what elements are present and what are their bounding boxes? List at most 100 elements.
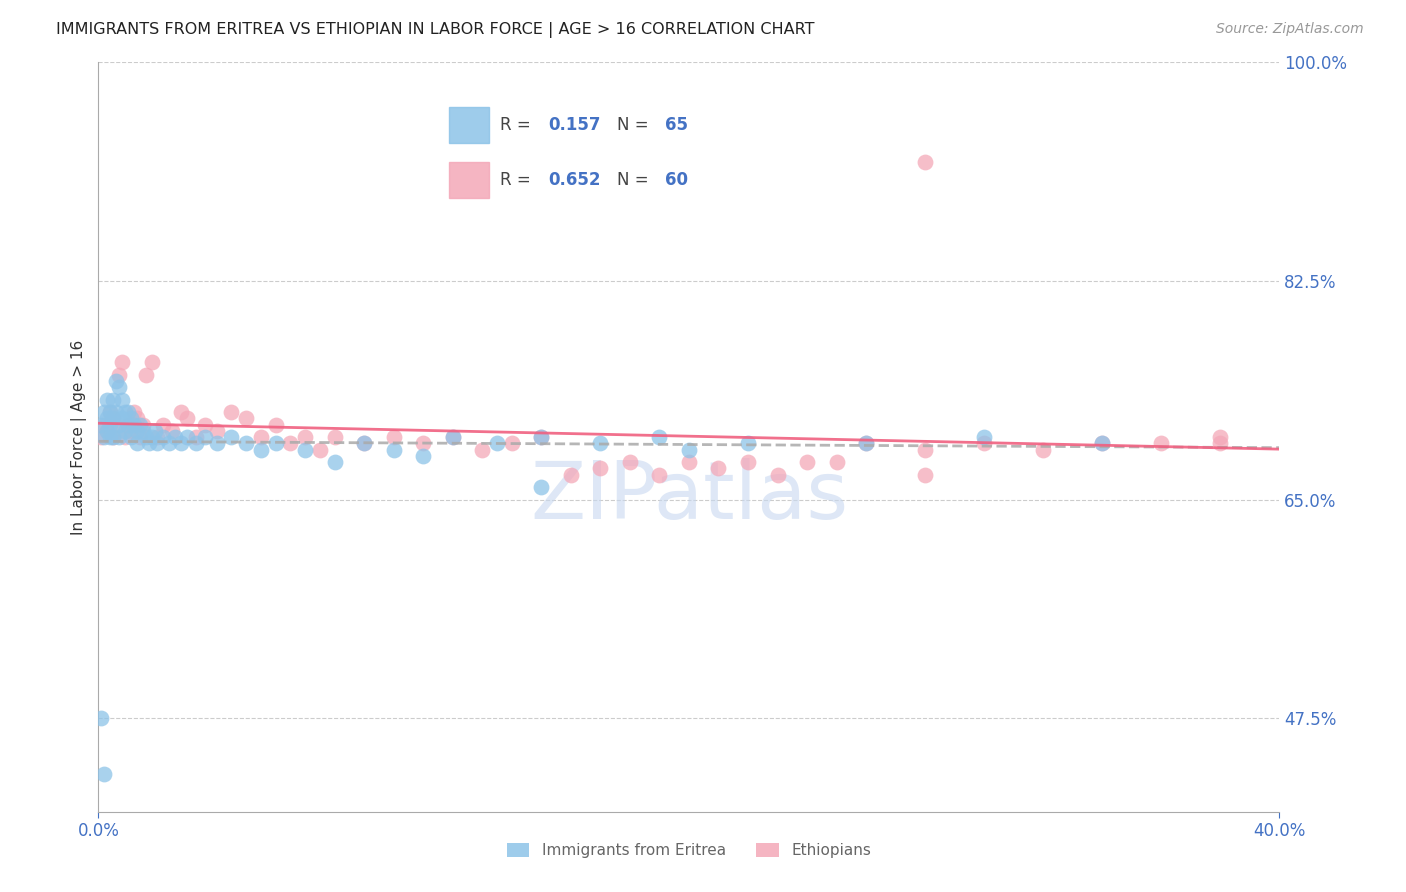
Point [114, 424, 136, 438]
Point [93, 767, 115, 781]
Point [1209, 436, 1232, 450]
Point [648, 467, 671, 482]
Point [108, 368, 131, 382]
Point [412, 449, 434, 463]
Point [117, 417, 139, 432]
Point [530, 430, 553, 444]
Legend: Immigrants from Eritrea, Ethiopians: Immigrants from Eritrea, Ethiopians [501, 837, 877, 864]
Point [170, 436, 193, 450]
Point [141, 355, 163, 369]
Point [441, 430, 464, 444]
Point [235, 411, 257, 425]
Point [122, 417, 145, 432]
Point [105, 374, 128, 388]
Point [152, 430, 174, 444]
Point [530, 430, 553, 444]
Point [1091, 436, 1114, 450]
Point [93, 405, 115, 419]
Point [353, 436, 375, 450]
Point [98, 405, 121, 419]
Point [117, 405, 139, 419]
Point [221, 430, 243, 444]
Point [125, 411, 148, 425]
Point [98, 430, 121, 444]
Point [96, 424, 118, 438]
Point [108, 430, 131, 444]
Point [382, 430, 405, 444]
Point [280, 436, 302, 450]
Point [146, 436, 169, 450]
Point [914, 467, 936, 482]
Y-axis label: In Labor Force | Age > 16: In Labor Force | Age > 16 [72, 340, 87, 534]
Point [264, 417, 287, 432]
Point [235, 436, 257, 450]
Point [90, 430, 112, 444]
Point [221, 405, 243, 419]
Point [176, 411, 198, 425]
Point [103, 411, 125, 425]
Point [108, 417, 131, 432]
Point [501, 436, 523, 450]
Point [120, 430, 142, 444]
Point [250, 442, 273, 457]
Point [103, 392, 125, 407]
Point [441, 430, 464, 444]
Point [184, 430, 207, 444]
Point [98, 417, 121, 432]
Point [264, 436, 287, 450]
Point [125, 424, 148, 438]
Point [170, 405, 193, 419]
Point [560, 467, 582, 482]
Point [128, 417, 150, 432]
Point [111, 392, 134, 407]
Point [184, 436, 207, 450]
Point [105, 417, 128, 432]
Point [165, 430, 187, 444]
Point [96, 411, 118, 425]
Point [1209, 430, 1232, 444]
Point [157, 436, 180, 450]
Point [132, 424, 155, 438]
Point [766, 467, 789, 482]
Point [103, 411, 125, 425]
Point [678, 455, 700, 469]
Point [125, 436, 148, 450]
Point [96, 392, 118, 407]
Text: Source: ZipAtlas.com: Source: ZipAtlas.com [1216, 22, 1364, 37]
Point [103, 430, 125, 444]
Point [194, 417, 217, 432]
Point [914, 442, 936, 457]
Point [205, 424, 228, 438]
Point [93, 417, 115, 432]
Point [914, 155, 936, 169]
Point [737, 436, 759, 450]
Point [120, 424, 142, 438]
Text: IMMIGRANTS FROM ERITREA VS ETHIOPIAN IN LABOR FORCE | AGE > 16 CORRELATION CHART: IMMIGRANTS FROM ERITREA VS ETHIOPIAN IN … [56, 22, 814, 38]
Point [855, 436, 877, 450]
Point [737, 455, 759, 469]
Point [114, 405, 136, 419]
Point [103, 430, 125, 444]
Point [132, 417, 155, 432]
Point [135, 368, 157, 382]
Point [1091, 436, 1114, 450]
Point [973, 430, 995, 444]
Point [128, 430, 150, 444]
Point [294, 442, 316, 457]
Point [90, 711, 112, 725]
Point [146, 430, 169, 444]
Point [589, 461, 612, 475]
Point [323, 430, 346, 444]
Point [486, 436, 509, 450]
Point [382, 442, 405, 457]
Point [135, 430, 157, 444]
Point [707, 461, 730, 475]
Point [1032, 442, 1054, 457]
Point [530, 480, 553, 494]
Text: ZIPatlas: ZIPatlas [530, 458, 848, 536]
Point [93, 430, 115, 444]
Point [111, 411, 134, 425]
Point [122, 405, 145, 419]
Point [973, 436, 995, 450]
Point [309, 442, 332, 457]
